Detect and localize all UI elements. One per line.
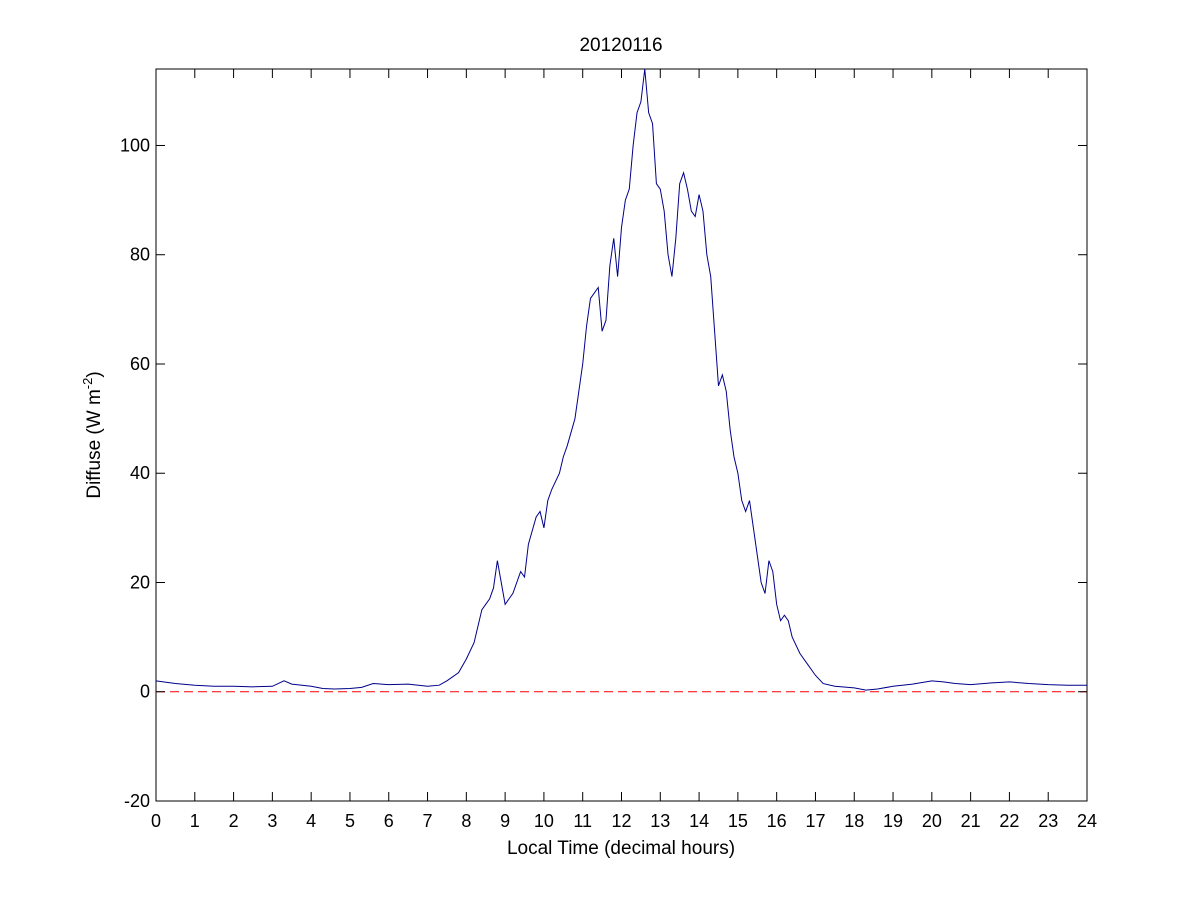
- y-tick-label: 60: [130, 354, 150, 374]
- x-tick-label: 19: [883, 811, 903, 831]
- x-tick-label: 8: [461, 811, 471, 831]
- y-tick-label: -20: [124, 791, 150, 811]
- y-tick-label: 40: [130, 463, 150, 483]
- x-tick-label: 5: [345, 811, 355, 831]
- x-tick-label: 4: [306, 811, 316, 831]
- x-tick-label: 17: [805, 811, 825, 831]
- x-ticks: 0 1 2 3 4 5 6 7 8 9 10 11 12 13 14 15 16 17 18 19 20 21 22 23 24: [151, 69, 1097, 831]
- x-tick-label: 23: [1038, 811, 1058, 831]
- y-axis-label-superscript: -2: [80, 378, 95, 390]
- x-tick-label: 21: [961, 811, 981, 831]
- x-tick-label: 9: [500, 811, 510, 831]
- x-tick-label: 12: [611, 811, 631, 831]
- y-axis-label: Diffuse (W m-2): [80, 371, 105, 498]
- y-tick-label: 20: [130, 572, 150, 592]
- y-ticks: -20 0 20 40 60 80 100: [120, 135, 1087, 811]
- x-tick-label: 2: [229, 811, 239, 831]
- y-tick-label: 100: [120, 135, 150, 155]
- x-tick-label: 22: [999, 811, 1019, 831]
- diffuse-series-line: [155, 68, 1087, 691]
- x-tick-label: 16: [767, 811, 787, 831]
- x-tick-label: 24: [1077, 811, 1097, 831]
- x-tick-label: 13: [650, 811, 670, 831]
- x-tick-label: 3: [267, 811, 277, 831]
- x-tick-label: 6: [384, 811, 394, 831]
- series-layer: [155, 68, 1087, 693]
- plot-area: [155, 68, 1088, 802]
- y-axis-label-text: Diffuse (W m: [84, 389, 105, 498]
- x-tick-label: 11: [573, 811, 592, 831]
- x-tick-label: 14: [689, 811, 709, 831]
- x-tick-label: 0: [151, 811, 161, 831]
- x-tick-label: 15: [728, 811, 748, 831]
- y-axis-label-suffix: ): [84, 371, 105, 377]
- x-tick-label: 10: [534, 811, 554, 831]
- y-tick-label: 0: [140, 682, 150, 702]
- x-tick-label: 20: [922, 811, 942, 831]
- x-axis-label: Local Time (decimal hours): [507, 838, 735, 859]
- x-tick-label: 1: [190, 811, 200, 831]
- x-tick-label: 7: [423, 811, 433, 831]
- chart-title: 20120116: [579, 35, 662, 56]
- x-tick-label: 18: [844, 811, 864, 831]
- y-tick-label: 80: [130, 245, 150, 265]
